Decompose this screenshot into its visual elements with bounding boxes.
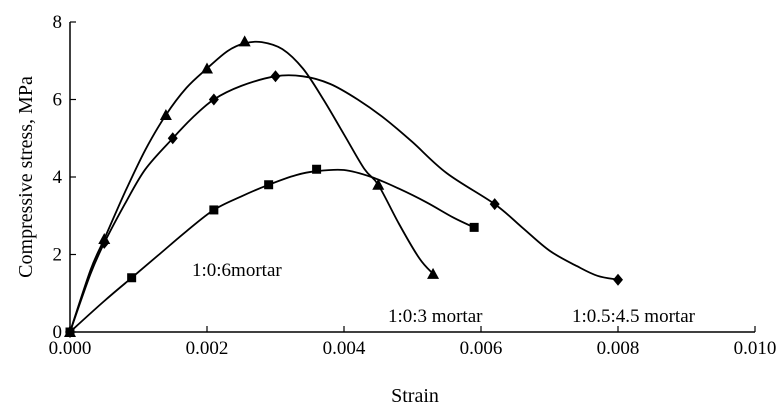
square-marker: [65, 327, 75, 337]
x-tick-label: 0.010: [734, 338, 777, 359]
y-axis-title: Compressive stress, MPa: [15, 76, 37, 278]
x-tick-label: 0.002: [186, 338, 229, 359]
triangle-marker: [427, 267, 440, 279]
x-axis-title: Strain: [391, 385, 439, 407]
series-label-3: 1:0.5:4.5 mortar: [572, 306, 696, 327]
series-labels: 1:0:6mortar 1:0:3 mortar 1:0.5:4.5 mortar: [192, 260, 696, 327]
triangle-marker: [159, 109, 172, 120]
x-tick-label: 0.000: [49, 338, 92, 359]
diamond-marker: [489, 198, 500, 211]
triangle-marker: [238, 35, 251, 47]
square-marker: [264, 180, 274, 190]
series-curves: [69, 40, 619, 333]
triangle-marker: [372, 178, 385, 190]
square-marker: [312, 164, 322, 174]
square-marker: [127, 273, 137, 283]
diamond-marker: [167, 132, 178, 145]
x-tick-label: 0.006: [460, 338, 503, 359]
series-label-2: 1:0:3 mortar: [388, 306, 483, 327]
series-markers: [64, 35, 623, 338]
y-tick-label: 0: [53, 322, 63, 343]
series-label-1: 1:0:6mortar: [192, 260, 282, 281]
diamond-marker: [208, 93, 219, 106]
square-marker: [469, 222, 479, 232]
triangle-marker: [201, 62, 213, 74]
diamond-marker: [613, 273, 623, 286]
y-tick-label: 6: [53, 90, 63, 111]
y-tick-label: 2: [53, 245, 63, 266]
x-tick-label: 0.004: [323, 338, 366, 359]
series-line-3: [69, 168, 475, 333]
diamond-marker: [99, 236, 110, 249]
x-tick-label: 0.008: [597, 338, 640, 359]
axes: 0 2 4 6 8 0.000 0.002 0.004 0.006 0.008 0.010: [49, 12, 777, 359]
y-tick-label: 4: [53, 167, 63, 188]
y-tick-label: 8: [53, 12, 63, 33]
diamond-marker: [270, 70, 281, 83]
series-line-2: [69, 74, 619, 333]
square-marker: [209, 205, 219, 215]
